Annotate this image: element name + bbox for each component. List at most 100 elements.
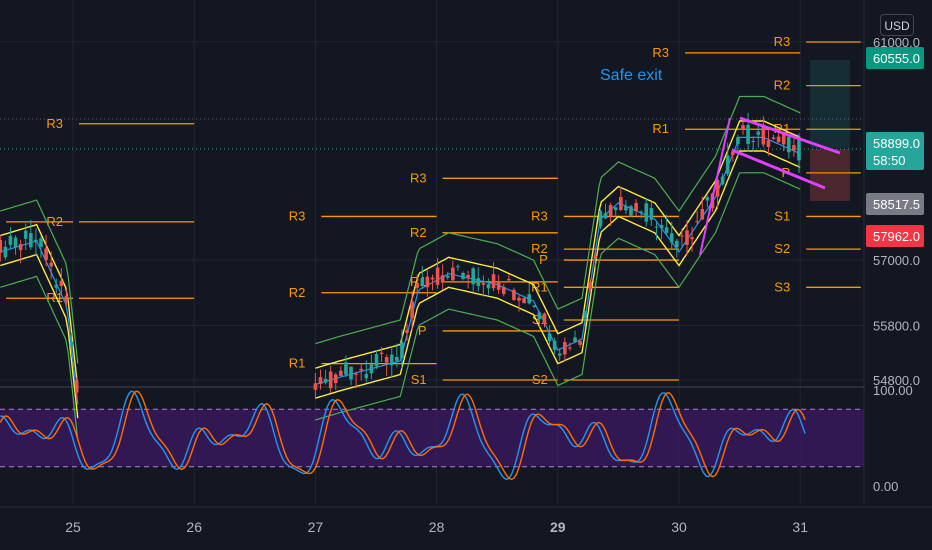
candle-body [339, 370, 343, 376]
pivot-label-p: P [418, 323, 427, 338]
candle-body [680, 235, 684, 237]
pivot-label-r2: R2 [774, 78, 791, 93]
candle-body [578, 341, 582, 345]
candle-body [761, 126, 766, 145]
candle-body [690, 237, 694, 240]
price-tag-countdown: 58:50 [873, 153, 906, 168]
candle-body [644, 203, 649, 222]
candle-body [74, 381, 79, 393]
candle-body [8, 235, 13, 245]
axes: 54800.0 55800.0 57000.0 61000.0 100.00 0.00 60… [65, 0, 932, 535]
candle-body [456, 266, 460, 268]
candle-body [700, 209, 705, 220]
pivot-label-s2: S2 [532, 372, 548, 387]
candle-body [318, 377, 323, 384]
date-tick-label: 27 [308, 519, 324, 535]
price-tag-label: 58517.5 [873, 197, 920, 212]
pivot-label-s1: S1 [774, 208, 790, 223]
price-tick-label: 57000.0 [873, 253, 920, 268]
pivot-label-s2: S2 [774, 241, 790, 256]
stoch-band-fill [0, 409, 864, 467]
candle-body [619, 196, 623, 211]
candle-body [573, 337, 577, 342]
candle-body [781, 133, 786, 145]
currency-button[interactable]: USD [880, 14, 914, 36]
candle-body [731, 151, 735, 155]
candle-body [364, 373, 369, 379]
candlesticks [0, 112, 801, 401]
stoch-tick-label: 100.00 [873, 383, 913, 398]
date-tick-label: 29 [550, 519, 566, 535]
candle-body [384, 356, 389, 363]
candle-body [400, 342, 404, 359]
wedge-lower-line [731, 148, 826, 190]
band-upper-line [315, 95, 801, 345]
candle-body [720, 176, 725, 185]
candle-body [517, 297, 521, 301]
wedge-upper-line [739, 116, 841, 155]
candle-body [522, 298, 526, 304]
candle-body [389, 354, 394, 366]
candle-body [69, 341, 74, 347]
candle-body [542, 313, 547, 325]
candle-body [629, 206, 633, 216]
stoch-tick-label: 0.00 [873, 479, 898, 494]
impulse-line [699, 117, 731, 256]
wedge-pattern: Safe exit [600, 60, 850, 256]
price-tag [866, 193, 924, 215]
candle-body [741, 125, 745, 130]
pivot-label-r1: R1 [531, 279, 548, 294]
candle-body [557, 353, 562, 356]
pivot-label-r3: R3 [531, 208, 548, 223]
candle-body [634, 202, 638, 212]
candle-body [461, 273, 465, 279]
candle-body [771, 137, 776, 140]
candle-body [593, 255, 598, 259]
candle-body [425, 276, 430, 288]
candle-body [624, 206, 628, 211]
candle-body [471, 268, 476, 285]
candle-body [664, 227, 669, 233]
candle-body [313, 383, 318, 390]
date-tick-label: 25 [65, 519, 81, 535]
candle-body [349, 366, 353, 380]
pivot-label-r3: R3 [46, 116, 63, 131]
candle-body [415, 282, 420, 288]
pivot-label-p: P [539, 252, 548, 267]
candle-body [34, 239, 38, 243]
band-mid-line [315, 150, 801, 399]
candle-body [344, 362, 348, 375]
candle-body [751, 141, 755, 143]
candle-body [440, 275, 445, 283]
price-tick-label: 55800.0 [873, 318, 920, 333]
stochastic-band [0, 408, 864, 468]
candle-body [736, 137, 740, 145]
candle-body [547, 333, 552, 342]
candle-body [583, 311, 587, 319]
candle-body [532, 305, 537, 307]
candle-body [23, 230, 28, 239]
candle-body [766, 140, 771, 147]
candle-body [507, 278, 511, 281]
long-position-target-zone [810, 60, 850, 148]
pivot-label-r3: R3 [652, 45, 669, 60]
price-tag [866, 47, 924, 69]
candle-body [659, 224, 664, 229]
price-axis-bg [865, 0, 932, 506]
candle-body [491, 274, 496, 289]
candle-body [695, 221, 699, 223]
date-tick-label: 30 [671, 519, 687, 535]
price-tag-label: 58899.0 [873, 136, 920, 151]
date-tick-label: 28 [429, 519, 445, 535]
price-tag-label: 60555.0 [873, 51, 920, 66]
candle-body [598, 211, 603, 227]
candle-body [613, 207, 618, 211]
pivot-label-s3: S3 [774, 279, 790, 294]
candle-body [374, 354, 379, 367]
candle-body [639, 211, 643, 213]
candle-body [669, 233, 674, 243]
pivot-label-r2: R2 [531, 241, 548, 256]
pivot-label-r2: R2 [410, 225, 427, 240]
moving-average-line [315, 136, 801, 386]
